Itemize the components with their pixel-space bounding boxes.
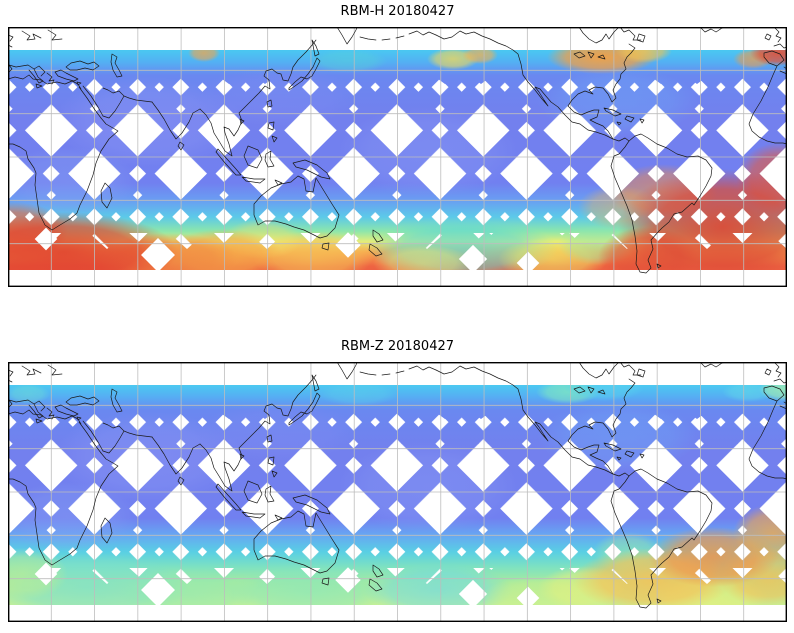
- coastlines: [8, 362, 787, 609]
- coastlines: [8, 27, 787, 274]
- map-plot: [8, 362, 787, 622]
- map-panel-rbm-h: [8, 27, 787, 287]
- map-panel-rbm-z: [8, 362, 787, 622]
- map-plot: [8, 27, 787, 287]
- panel-title-rbm-h: RBM-H 20180427: [340, 4, 455, 19]
- panel-title-rbm-z: RBM-Z 20180427: [340, 339, 455, 354]
